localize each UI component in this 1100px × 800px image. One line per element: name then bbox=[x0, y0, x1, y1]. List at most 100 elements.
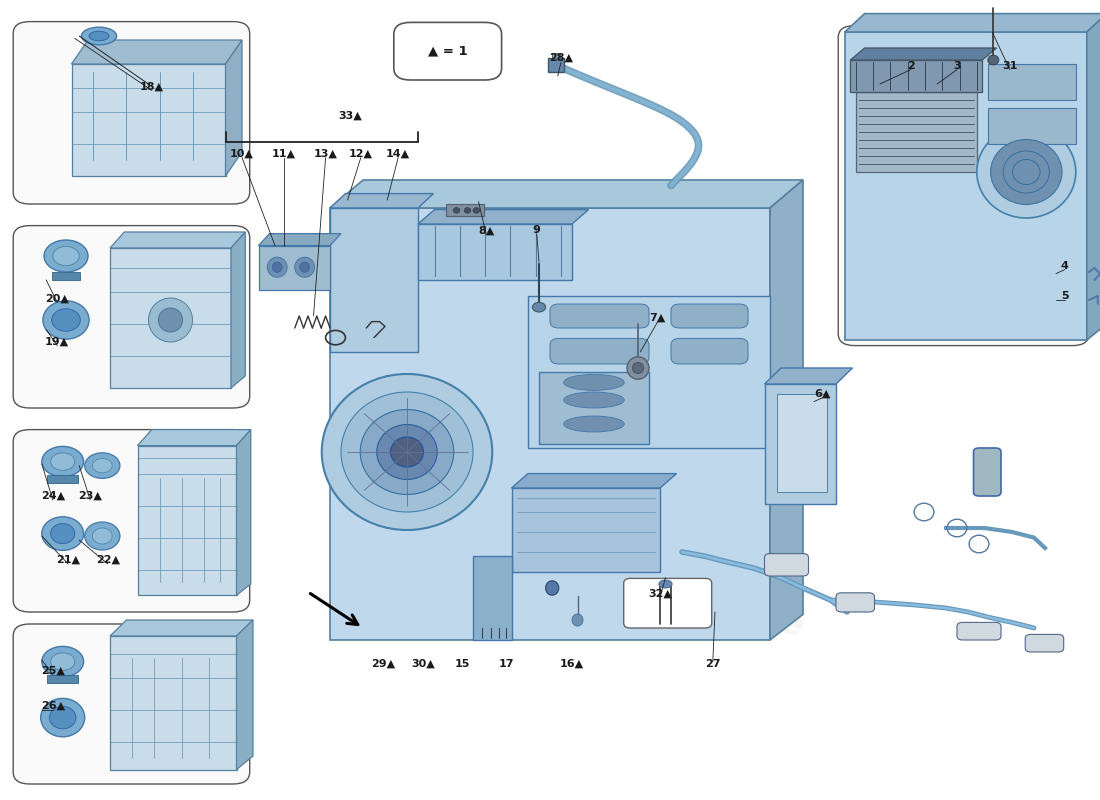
Text: 4: 4 bbox=[1060, 261, 1069, 270]
Polygon shape bbox=[258, 234, 341, 246]
Polygon shape bbox=[138, 446, 236, 595]
Polygon shape bbox=[330, 208, 770, 640]
Text: 2: 2 bbox=[906, 61, 915, 70]
Ellipse shape bbox=[563, 392, 625, 408]
Ellipse shape bbox=[148, 298, 192, 342]
FancyBboxPatch shape bbox=[1025, 634, 1064, 652]
Polygon shape bbox=[1087, 14, 1100, 340]
Text: 14▲: 14▲ bbox=[386, 149, 410, 158]
FancyBboxPatch shape bbox=[974, 448, 1001, 496]
Ellipse shape bbox=[92, 528, 112, 544]
Text: 17: 17 bbox=[498, 659, 514, 669]
Ellipse shape bbox=[988, 55, 999, 65]
Text: 27: 27 bbox=[705, 659, 720, 669]
Polygon shape bbox=[446, 204, 484, 216]
Text: 29▲: 29▲ bbox=[371, 659, 395, 669]
Polygon shape bbox=[72, 40, 242, 64]
Text: 30▲: 30▲ bbox=[411, 659, 436, 669]
Ellipse shape bbox=[563, 374, 625, 390]
Text: 7▲: 7▲ bbox=[650, 313, 666, 322]
Ellipse shape bbox=[81, 27, 117, 45]
Polygon shape bbox=[512, 474, 676, 488]
Polygon shape bbox=[845, 14, 1100, 32]
Polygon shape bbox=[258, 246, 330, 290]
Polygon shape bbox=[236, 430, 251, 595]
Polygon shape bbox=[548, 58, 564, 72]
Polygon shape bbox=[231, 232, 245, 388]
Ellipse shape bbox=[563, 416, 625, 432]
Ellipse shape bbox=[51, 453, 75, 470]
Polygon shape bbox=[110, 620, 253, 636]
FancyBboxPatch shape bbox=[764, 554, 808, 576]
Polygon shape bbox=[330, 194, 433, 208]
Text: 18▲: 18▲ bbox=[140, 82, 164, 91]
Text: 22▲: 22▲ bbox=[96, 555, 120, 565]
Polygon shape bbox=[330, 208, 418, 352]
Ellipse shape bbox=[158, 308, 183, 332]
Polygon shape bbox=[330, 180, 803, 208]
FancyBboxPatch shape bbox=[671, 304, 748, 328]
Text: 32▲: 32▲ bbox=[648, 589, 672, 598]
Text: 9: 9 bbox=[532, 226, 541, 235]
Polygon shape bbox=[988, 64, 1076, 100]
Polygon shape bbox=[552, 53, 560, 58]
Polygon shape bbox=[988, 108, 1076, 144]
Text: 11▲: 11▲ bbox=[272, 149, 296, 158]
Ellipse shape bbox=[990, 139, 1062, 205]
Polygon shape bbox=[777, 394, 827, 492]
Polygon shape bbox=[110, 232, 245, 248]
FancyBboxPatch shape bbox=[836, 593, 874, 612]
Text: 8▲: 8▲ bbox=[478, 226, 494, 235]
Ellipse shape bbox=[267, 257, 287, 277]
Text: 6▲: 6▲ bbox=[815, 389, 830, 398]
Ellipse shape bbox=[44, 240, 88, 272]
Ellipse shape bbox=[42, 646, 84, 677]
FancyBboxPatch shape bbox=[838, 26, 1089, 346]
Ellipse shape bbox=[390, 437, 424, 467]
FancyBboxPatch shape bbox=[671, 338, 748, 364]
Ellipse shape bbox=[532, 302, 546, 312]
Text: ▲ = 1: ▲ = 1 bbox=[428, 45, 468, 58]
Ellipse shape bbox=[1012, 159, 1041, 185]
Ellipse shape bbox=[273, 262, 282, 272]
FancyBboxPatch shape bbox=[13, 624, 250, 784]
Ellipse shape bbox=[341, 392, 473, 512]
Text: 12▲: 12▲ bbox=[349, 149, 373, 158]
Polygon shape bbox=[110, 636, 236, 770]
Polygon shape bbox=[47, 675, 78, 683]
Polygon shape bbox=[226, 40, 242, 176]
Polygon shape bbox=[539, 372, 649, 444]
Ellipse shape bbox=[85, 522, 120, 550]
FancyBboxPatch shape bbox=[394, 22, 502, 80]
Text: a passion for excellence: a passion for excellence bbox=[336, 444, 808, 644]
Polygon shape bbox=[528, 296, 770, 448]
Text: 16▲: 16▲ bbox=[560, 659, 584, 669]
Text: 21▲: 21▲ bbox=[56, 555, 80, 565]
Polygon shape bbox=[72, 64, 225, 176]
FancyBboxPatch shape bbox=[13, 22, 250, 204]
Ellipse shape bbox=[627, 357, 649, 379]
Ellipse shape bbox=[53, 246, 79, 266]
Ellipse shape bbox=[85, 453, 120, 478]
Polygon shape bbox=[850, 48, 997, 60]
Text: 19▲: 19▲ bbox=[45, 337, 69, 346]
Ellipse shape bbox=[42, 446, 84, 477]
Ellipse shape bbox=[92, 458, 112, 473]
Text: 5: 5 bbox=[1062, 291, 1068, 301]
Polygon shape bbox=[52, 272, 80, 280]
Text: 23▲: 23▲ bbox=[78, 491, 102, 501]
Ellipse shape bbox=[51, 523, 75, 544]
Polygon shape bbox=[473, 556, 512, 640]
Ellipse shape bbox=[376, 425, 438, 479]
Polygon shape bbox=[138, 430, 251, 446]
Polygon shape bbox=[110, 248, 231, 388]
Polygon shape bbox=[418, 210, 588, 224]
Ellipse shape bbox=[321, 374, 493, 530]
Ellipse shape bbox=[42, 517, 84, 550]
Ellipse shape bbox=[43, 301, 89, 339]
Ellipse shape bbox=[51, 653, 75, 670]
Text: 20▲: 20▲ bbox=[45, 294, 69, 303]
FancyBboxPatch shape bbox=[13, 226, 250, 408]
FancyBboxPatch shape bbox=[957, 622, 1001, 640]
FancyBboxPatch shape bbox=[550, 338, 649, 364]
